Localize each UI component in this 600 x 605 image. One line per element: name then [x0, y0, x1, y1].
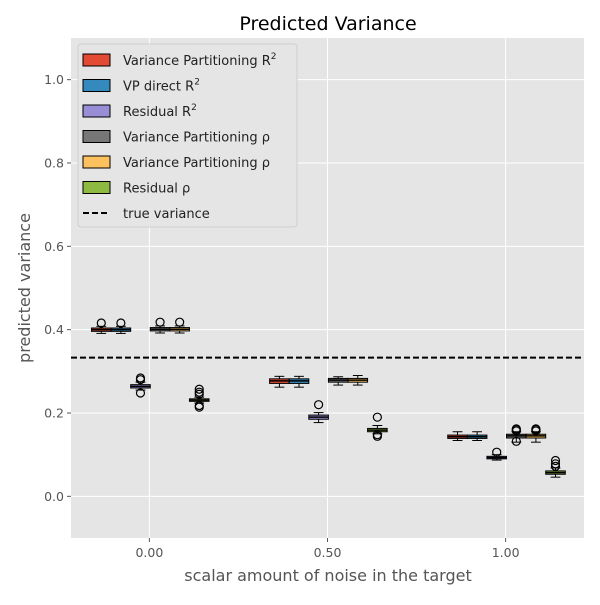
outlier-point [116, 318, 126, 328]
outlier-point [372, 412, 382, 422]
box-plot [288, 375, 310, 388]
legend: Variance Partitioning R2 VP direct R2 Resi… [77, 43, 298, 228]
outlier-point [550, 455, 561, 466]
outlier-point [550, 459, 561, 469]
legend-label-superscript: 2 [271, 52, 277, 62]
outlier-point [194, 400, 204, 411]
outlier-point [135, 388, 146, 398]
y-ticks: 0.0 0.2 0.4 0.6 0.8 1.0 [44, 72, 71, 504]
outlier-point [550, 461, 561, 471]
legend-label: VP direct R2 [123, 78, 200, 95]
box-plot [130, 373, 151, 398]
x-axis-label: scalar amount of noise in the target [184, 566, 471, 585]
legend-swatch [82, 155, 111, 169]
outlier-point [372, 430, 382, 440]
x-tick-label: 1.00 [492, 545, 520, 560]
x-tick-label: 0.50 [314, 545, 342, 560]
outlier-point [194, 387, 204, 397]
outlier-point [194, 384, 204, 394]
box-plot [90, 318, 112, 334]
y-tick-label: 0.2 [44, 406, 64, 421]
outlier-point [96, 318, 106, 328]
legend-label: Variance Partitioning R2 [123, 52, 276, 69]
y-tick-label: 0.6 [44, 239, 64, 254]
outlier-point [313, 400, 324, 410]
legend-label-superscript: 2 [191, 103, 197, 113]
box-plot [545, 455, 566, 478]
legend-label: Variance Partitioning ρ [123, 156, 270, 171]
legend-swatch [82, 104, 111, 118]
box-plot [486, 447, 508, 461]
y-tick-label: 0.0 [44, 489, 64, 504]
outlier-point [135, 373, 146, 383]
box-plot [308, 400, 329, 424]
legend-swatch [82, 130, 111, 143]
box-plot [149, 317, 171, 334]
chart-title: Predicted Variance [239, 13, 416, 35]
outlier-point [511, 436, 521, 446]
outlier-point [155, 317, 165, 327]
y-tick-label: 1.0 [44, 72, 64, 87]
box-plot [506, 424, 527, 446]
box-plot [525, 424, 547, 443]
box-plot [110, 318, 132, 334]
legend-swatch [82, 79, 111, 92]
legend-label-superscript: 2 [194, 78, 200, 88]
legend-label: Residual ρ [123, 182, 190, 197]
box-plot [188, 384, 210, 412]
y-tick-label: 0.8 [44, 156, 64, 171]
x-tick-label: 0.00 [135, 545, 163, 560]
legend-label: Variance Partitioning ρ [123, 131, 270, 146]
legend-swatch [82, 53, 111, 67]
box-plot [466, 431, 488, 441]
y-axis-label: predicted variance [15, 213, 34, 363]
box-plot [169, 317, 190, 334]
legend-swatch [82, 181, 111, 194]
box-plot [367, 412, 388, 441]
outlier-point [175, 317, 185, 327]
legend-frame [77, 43, 298, 228]
legend-label: true variance [123, 207, 210, 222]
y-tick-label: 0.4 [44, 322, 64, 337]
legend-label: Residual R2 [123, 103, 197, 120]
boxes-layer [90, 317, 566, 478]
x-ticks: 0.00 0.50 1.00 [135, 538, 520, 560]
outlier-point [492, 447, 502, 457]
box-plot [347, 375, 369, 386]
outlier-point [531, 424, 541, 434]
outlier-point [511, 424, 521, 434]
